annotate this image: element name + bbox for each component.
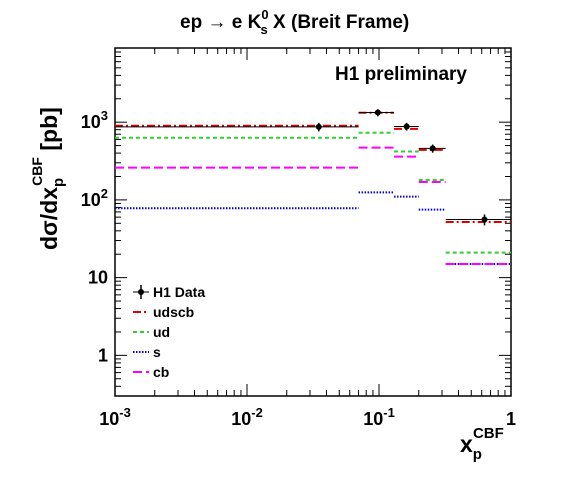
axis-ticks: 10-3 10-2 10-1 1 1 10 102 103	[81, 47, 516, 429]
data-point	[315, 123, 322, 130]
y-tick-label: 1	[98, 345, 108, 365]
legend-label-ud: ud	[153, 324, 170, 340]
series-cb	[115, 146, 511, 265]
data-point	[429, 145, 436, 152]
series-layer	[115, 111, 511, 265]
data-point	[374, 109, 381, 116]
h1-preliminary-annotation: H1 preliminary	[335, 64, 467, 85]
legend-label-udscb: udscb	[153, 304, 194, 320]
y-tick-label: 102	[81, 186, 108, 210]
legend-marker-data-point	[138, 289, 144, 295]
legend-label-cb: cb	[153, 364, 169, 380]
y-axis-label: dσ/dxpCBF [pb]	[29, 107, 67, 250]
series-s	[115, 191, 511, 265]
legend-label-s: s	[153, 344, 161, 360]
x-tick-label: 10-1	[363, 405, 395, 429]
chart-title: ep → e K0 s X (Breit Frame)	[180, 7, 409, 37]
data-points-layer	[115, 109, 511, 226]
x-tick-label: 1	[506, 409, 516, 429]
series-ud	[115, 131, 511, 254]
x-tick-label: 10-2	[231, 405, 263, 429]
data-point	[481, 216, 488, 223]
x-axis-label: xpCBF	[460, 425, 504, 463]
x-tick-label: 10-3	[99, 405, 131, 429]
legend-label-h1-data: H1 Data	[153, 284, 205, 300]
data-point	[403, 123, 410, 130]
y-tick-label: 10	[88, 268, 108, 288]
y-tick-label: 103	[81, 108, 108, 132]
